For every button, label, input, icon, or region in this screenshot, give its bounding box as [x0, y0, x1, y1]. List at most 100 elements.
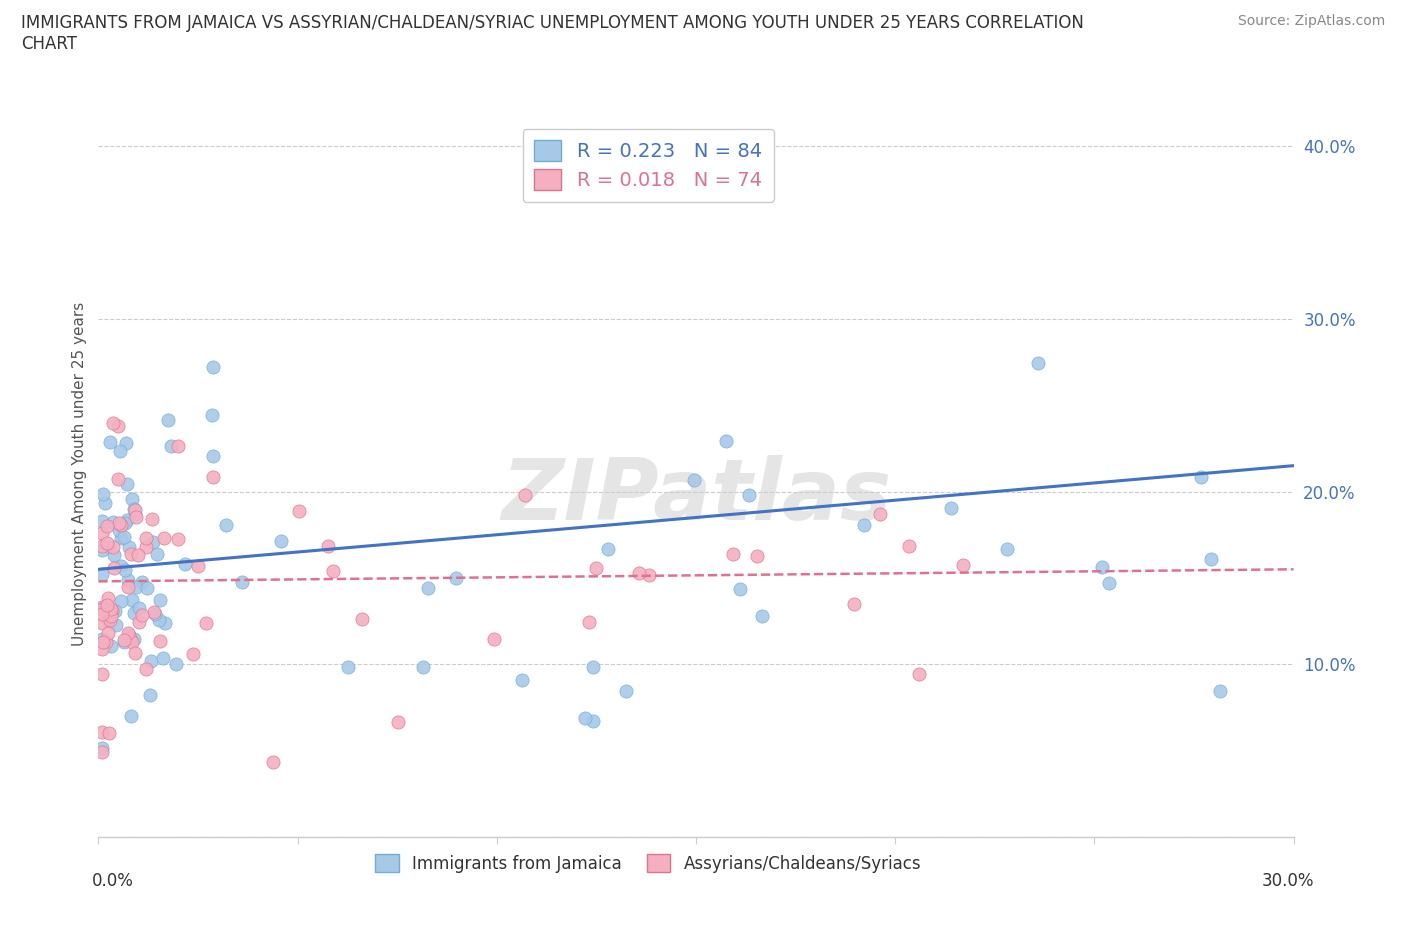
Point — [115, 435, 138, 450]
Point — [117, 579, 139, 594]
Point — [149, 592, 172, 607]
Point — [117, 573, 139, 588]
Point — [122, 606, 145, 621]
Point — [103, 515, 125, 530]
Point — [124, 503, 146, 518]
Point — [738, 487, 761, 502]
Point — [174, 556, 197, 571]
Point — [1189, 469, 1212, 484]
Point — [387, 714, 409, 729]
Point — [103, 548, 125, 563]
Point — [131, 575, 153, 590]
Point — [202, 449, 225, 464]
Point — [107, 472, 129, 486]
Point — [614, 684, 637, 698]
Point — [1028, 356, 1050, 371]
Point — [128, 615, 150, 630]
Point — [337, 660, 360, 675]
Point — [127, 548, 149, 563]
Point — [907, 667, 929, 682]
Point — [582, 659, 605, 674]
Point — [97, 726, 120, 741]
Point — [120, 547, 142, 562]
Point — [125, 579, 148, 594]
Point — [91, 525, 114, 540]
Point — [142, 604, 165, 619]
Point — [939, 501, 962, 516]
Text: 0.0%: 0.0% — [91, 872, 134, 890]
Point — [842, 597, 865, 612]
Point — [91, 724, 114, 739]
Y-axis label: Unemployment Among Youth under 25 years: Unemployment Among Youth under 25 years — [72, 302, 87, 646]
Point — [135, 531, 157, 546]
Point — [149, 633, 172, 648]
Point — [91, 616, 114, 631]
Point — [142, 535, 165, 550]
Point — [97, 626, 120, 641]
Point — [215, 517, 238, 532]
Point — [110, 518, 132, 533]
Point — [141, 653, 163, 668]
Point — [153, 616, 176, 631]
Point — [94, 496, 117, 511]
Point — [91, 631, 114, 646]
Point — [91, 634, 114, 649]
Point — [582, 713, 605, 728]
Point — [104, 604, 127, 618]
Point — [153, 531, 176, 546]
Point — [121, 492, 143, 507]
Point — [135, 539, 157, 554]
Point — [152, 651, 174, 666]
Point — [96, 597, 118, 612]
Point — [100, 601, 122, 616]
Point — [1098, 576, 1121, 591]
Point — [98, 612, 121, 627]
Text: Source: ZipAtlas.com: Source: ZipAtlas.com — [1237, 14, 1385, 28]
Point — [270, 534, 292, 549]
Point — [128, 601, 150, 616]
Point — [853, 518, 876, 533]
Point — [124, 506, 146, 521]
Point — [108, 515, 131, 530]
Point — [98, 434, 121, 449]
Point — [141, 512, 163, 526]
Point — [112, 530, 135, 545]
Point — [105, 618, 128, 632]
Point — [96, 519, 118, 534]
Point — [745, 549, 768, 564]
Point — [146, 547, 169, 562]
Point — [91, 741, 114, 756]
Point — [110, 593, 132, 608]
Point — [120, 708, 142, 723]
Point — [585, 561, 607, 576]
Point — [131, 608, 153, 623]
Point — [120, 631, 142, 645]
Point — [202, 470, 225, 485]
Point — [110, 530, 132, 545]
Point — [91, 566, 114, 581]
Point — [103, 561, 125, 576]
Point — [112, 632, 135, 647]
Point — [138, 687, 160, 702]
Point — [91, 602, 114, 617]
Point — [91, 543, 114, 558]
Point — [1199, 551, 1222, 566]
Point — [96, 601, 118, 616]
Point — [751, 609, 773, 624]
Point — [201, 407, 224, 422]
Point — [1209, 684, 1232, 698]
Point — [135, 661, 157, 676]
Point — [574, 711, 596, 725]
Point — [100, 609, 122, 624]
Point — [114, 516, 136, 531]
Point — [167, 532, 190, 547]
Point — [512, 672, 534, 687]
Point — [995, 542, 1018, 557]
Point — [418, 581, 440, 596]
Point — [628, 565, 651, 580]
Point — [91, 667, 114, 682]
Point — [578, 615, 600, 630]
Point — [167, 438, 190, 453]
Point — [91, 513, 114, 528]
Point — [202, 360, 225, 375]
